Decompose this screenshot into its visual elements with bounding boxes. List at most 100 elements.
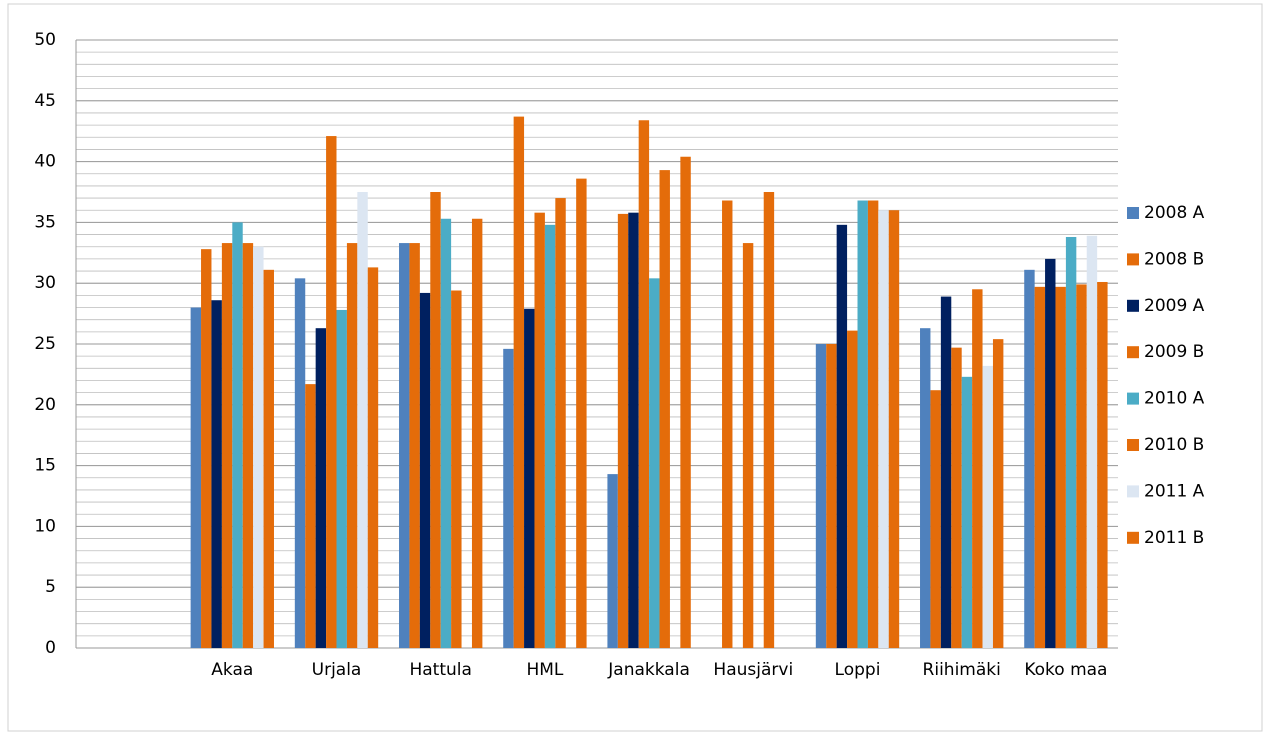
bar [1024,269,1035,648]
bar [253,246,264,648]
bar [419,292,431,648]
y-tick-label: 35 [34,212,56,232]
bar [555,198,566,648]
bar [878,210,889,649]
x-tick-label: Janakkala [607,660,690,680]
bar [409,243,420,648]
bar [940,296,952,648]
bar [513,116,525,648]
legend-swatch [1127,485,1139,498]
bar [763,192,775,648]
bar [649,278,660,648]
legend-swatch [1127,346,1139,359]
bar [1034,286,1046,648]
bar [440,218,452,648]
bar [992,339,1004,648]
legend-label: 2011 A [1144,481,1205,501]
x-tick-label: Loppi [835,660,881,680]
bar [357,192,368,648]
bar [1097,281,1108,648]
legend-swatch [1127,531,1139,544]
bar [742,243,754,648]
y-tick-label: 15 [34,456,56,476]
bar [836,224,848,648]
bar [628,212,639,648]
bar [399,243,410,648]
bar [503,348,514,648]
bar [367,267,379,648]
bar [617,213,629,648]
bar [680,156,691,648]
y-tick-label: 40 [34,152,56,172]
y-tick-label: 30 [34,273,56,293]
y-tick-label: 45 [34,91,56,111]
legend-label: 2011 B [1144,528,1204,548]
bar [294,278,306,648]
legend-swatch [1127,439,1139,451]
y-tick-label: 5 [45,577,56,597]
bar [242,243,254,648]
y-tick-label: 50 [34,30,56,50]
bar [263,269,274,648]
bar [544,224,556,648]
bar [524,308,535,648]
bar [1086,235,1098,648]
bar [826,344,837,648]
legend-label: 2008 B [1144,249,1204,269]
bar [972,289,983,648]
x-tick-label: Akaa [211,660,253,680]
y-tick-label: 10 [34,516,56,536]
bar [930,390,941,648]
x-tick-label: Hattula [409,660,471,680]
y-tick-label: 0 [45,638,56,658]
bar [430,192,441,648]
legend-swatch [1127,392,1139,405]
legend-label: 2009 A [1144,296,1205,316]
bar [201,249,212,649]
bar [961,376,973,648]
bar [221,243,233,648]
x-tick-label: Hausjärvi [713,660,793,680]
legend-label: 2008 A [1144,203,1205,223]
bar [336,309,347,648]
y-tick-label: 20 [34,395,56,415]
bar [951,347,962,648]
bar [1076,284,1087,648]
x-tick-label: HML [526,660,563,680]
bar [471,218,483,648]
bar [847,330,858,648]
bar [815,344,827,648]
legend-label: 2010 A [1144,389,1205,409]
bar [867,200,879,648]
bar [305,384,316,648]
bar [607,474,618,648]
bar [1065,236,1077,648]
x-tick-label: Riihimäki [923,660,1001,680]
bar [982,365,993,648]
bar [638,120,650,649]
bar [722,200,733,648]
bar [659,170,670,648]
legend-swatch [1127,207,1139,219]
bar [190,307,202,648]
bar [315,328,327,648]
legend-label: 2010 B [1144,435,1204,455]
legend-label: 2009 B [1144,342,1204,362]
x-tick-label: Koko maa [1024,660,1107,680]
bar [888,210,900,649]
bar [451,290,462,648]
x-tick-label: Urjala [312,660,362,680]
bar [857,200,868,648]
legend-swatch [1127,253,1139,266]
bar [534,212,545,648]
y-tick-label: 25 [34,334,56,354]
bar [920,328,931,648]
bar [1045,258,1056,648]
bar [576,178,587,648]
bar [1055,286,1066,648]
bar [346,243,358,648]
legend-swatch [1127,299,1139,312]
bar [232,222,243,648]
bar [211,300,222,648]
